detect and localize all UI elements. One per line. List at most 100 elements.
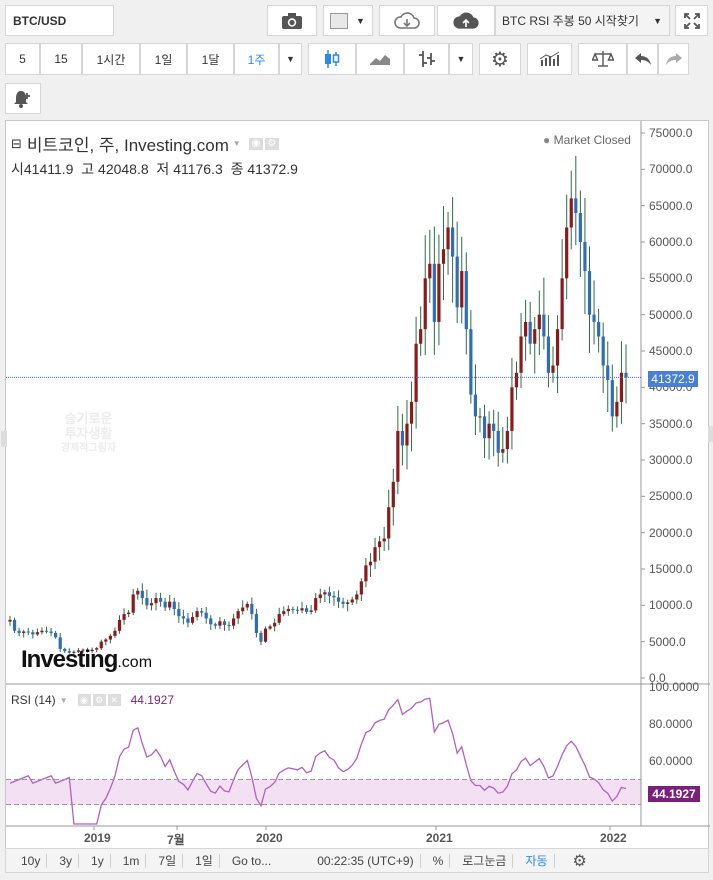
range-1y[interactable]: 1y bbox=[91, 853, 104, 868]
chevron-down-icon[interactable]: ▼ bbox=[59, 695, 68, 705]
visibility-icon[interactable]: ◉ bbox=[77, 694, 91, 706]
chart-panel[interactable]: ⊟ 비트코인, 주, Investing.com ▼ ◉ ⚙ 시41411.9 … bbox=[1, 120, 713, 851]
study-template-select[interactable]: BTC RSI 주봉 50 시작찾기 ▼ bbox=[495, 5, 670, 36]
divider bbox=[449, 853, 451, 868]
range-1m[interactable]: 1m bbox=[122, 853, 140, 868]
cloud-upload-button[interactable] bbox=[437, 5, 495, 36]
time-axis-label: 7월 bbox=[167, 833, 185, 847]
visibility-icon[interactable]: ◉ bbox=[248, 137, 263, 150]
gear-icon[interactable]: ⚙ bbox=[572, 852, 587, 870]
candle-body bbox=[423, 278, 427, 330]
timeframe-dropdown[interactable]: ▼ bbox=[279, 43, 302, 75]
bars-button[interactable] bbox=[404, 43, 449, 75]
chart-type-dropdown[interactable]: ▼ bbox=[449, 43, 473, 75]
candle-body bbox=[254, 614, 258, 633]
symbol-input[interactable]: BTC/USD bbox=[5, 5, 114, 36]
candle-body bbox=[309, 610, 313, 612]
chevron-down-icon: ▼ bbox=[356, 15, 365, 26]
studies-button[interactable] bbox=[527, 43, 572, 75]
candle-body bbox=[460, 271, 464, 308]
watermark-line: 슬기로운 bbox=[64, 411, 113, 426]
candle-body bbox=[419, 329, 423, 344]
time-axis-label: 2022 bbox=[600, 831, 627, 845]
range-3y[interactable]: 3y bbox=[59, 853, 73, 868]
candle-body bbox=[218, 621, 222, 626]
candle-body bbox=[478, 416, 482, 418]
price-axis-label: 35000.0 bbox=[649, 416, 693, 431]
chevron-down-icon: ▼ bbox=[653, 15, 662, 26]
scroll-right-arrow[interactable] bbox=[708, 426, 713, 442]
candle-body bbox=[601, 336, 605, 366]
gear-icon[interactable]: ⚙ bbox=[92, 694, 106, 706]
candle-body bbox=[26, 631, 30, 633]
alert-button[interactable] bbox=[5, 83, 41, 114]
candle-body bbox=[473, 394, 478, 417]
undo-button[interactable] bbox=[627, 43, 658, 75]
logo-main: Investing bbox=[21, 646, 118, 673]
candle-body bbox=[405, 423, 409, 446]
gear-icon[interactable]: ⚙ bbox=[264, 137, 279, 150]
candle-body bbox=[227, 624, 231, 626]
divider bbox=[182, 853, 184, 868]
timeframe-5[interactable]: 5 bbox=[5, 43, 40, 75]
candle-body bbox=[72, 651, 76, 653]
rsi-group bbox=[9, 697, 627, 825]
candle-body bbox=[391, 481, 395, 508]
candle-body bbox=[90, 649, 94, 652]
fullscreen-button[interactable] bbox=[675, 5, 708, 36]
clock-time[interactable]: 00:22:35 (UTC+9) bbox=[317, 853, 414, 868]
candle-body bbox=[54, 632, 58, 638]
candle-body bbox=[58, 637, 62, 649]
price-axis-label: 0.0 bbox=[649, 671, 666, 685]
timeframe-1d[interactable]: 1일 bbox=[140, 43, 187, 75]
candle-body bbox=[222, 621, 227, 625]
percent-toggle[interactable]: % bbox=[432, 853, 444, 868]
candle-body bbox=[496, 430, 500, 453]
compare-button[interactable] bbox=[578, 43, 627, 75]
candle-body bbox=[282, 611, 286, 615]
legend: ⊟ 비트코인, 주, Investing.com ▼ ◉ ⚙ 시41411.9 … bbox=[11, 131, 298, 179]
candle-body bbox=[606, 365, 610, 381]
chevron-down-icon[interactable]: ▼ bbox=[232, 139, 241, 148]
range-10y[interactable]: 10y bbox=[21, 853, 41, 868]
candle-body bbox=[231, 618, 236, 626]
low-value: 41176.3 bbox=[173, 161, 223, 177]
price-axis-label: 25000.0 bbox=[649, 489, 693, 504]
candle-body bbox=[273, 622, 277, 627]
rsi-axis-label: 60.0000 bbox=[649, 754, 693, 768]
candle-body bbox=[624, 372, 628, 378]
color-picker-button[interactable]: ▼ bbox=[323, 5, 373, 36]
timeframe-1h[interactable]: 1시간 bbox=[82, 43, 140, 75]
candle-body bbox=[209, 618, 213, 625]
candle-body bbox=[259, 632, 263, 642]
auto-scale-toggle[interactable]: 자동 bbox=[525, 854, 548, 868]
divider bbox=[512, 853, 514, 868]
timeframe-label: 1주 bbox=[247, 52, 266, 67]
cloud-download-button[interactable] bbox=[379, 5, 435, 36]
candle-body bbox=[154, 598, 158, 604]
scroll-left-arrow[interactable] bbox=[1, 431, 7, 447]
timeframe-1w[interactable]: 1주 bbox=[234, 43, 279, 75]
collapse-legend-icon[interactable]: ⊟ bbox=[11, 135, 22, 151]
timeframe-label: 1시간 bbox=[96, 52, 126, 67]
settings-button[interactable]: ⚙ bbox=[479, 43, 521, 75]
divider bbox=[553, 853, 555, 868]
candle-body bbox=[145, 598, 149, 606]
candle-body bbox=[528, 321, 532, 344]
screenshot-button[interactable] bbox=[267, 5, 317, 36]
candle-body bbox=[336, 597, 341, 602]
log-scale-toggle[interactable]: 로그눈금 bbox=[462, 854, 507, 868]
goto-button[interactable]: Go to... bbox=[231, 853, 272, 868]
close-icon[interactable]: ✕ bbox=[107, 694, 121, 706]
range-7d[interactable]: 7일 bbox=[158, 854, 177, 868]
timeframe-1m[interactable]: 1달 bbox=[187, 43, 234, 75]
timeframe-label: 1달 bbox=[201, 52, 220, 67]
candles-button[interactable] bbox=[308, 43, 356, 75]
redo-button[interactable] bbox=[658, 43, 689, 75]
range-1d[interactable]: 1일 bbox=[195, 854, 213, 868]
timeframe-15[interactable]: 15 bbox=[40, 43, 82, 75]
candle-body bbox=[67, 651, 71, 653]
chart-canvas[interactable] bbox=[6, 121, 710, 851]
candle-body bbox=[414, 343, 418, 402]
line-chart-button[interactable] bbox=[356, 43, 404, 75]
